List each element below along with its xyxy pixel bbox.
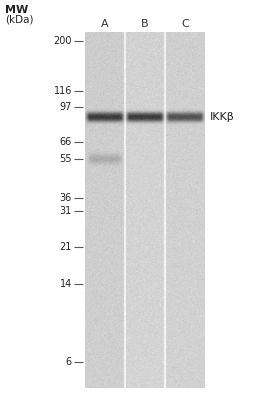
Text: 31: 31 xyxy=(60,206,72,216)
Text: 21: 21 xyxy=(60,242,72,252)
Text: 200: 200 xyxy=(54,36,72,46)
Text: MW: MW xyxy=(5,5,28,15)
Text: 14: 14 xyxy=(60,279,72,289)
Text: B: B xyxy=(141,19,149,29)
Text: 6: 6 xyxy=(66,357,72,367)
Text: IKKβ: IKKβ xyxy=(210,112,235,122)
Text: A: A xyxy=(101,19,109,29)
Text: 97: 97 xyxy=(60,102,72,112)
Text: (kDa): (kDa) xyxy=(5,14,34,24)
Text: 36: 36 xyxy=(60,193,72,203)
Text: 55: 55 xyxy=(59,154,72,164)
Text: 116: 116 xyxy=(54,86,72,96)
Text: C: C xyxy=(181,19,189,29)
Text: 66: 66 xyxy=(60,137,72,147)
